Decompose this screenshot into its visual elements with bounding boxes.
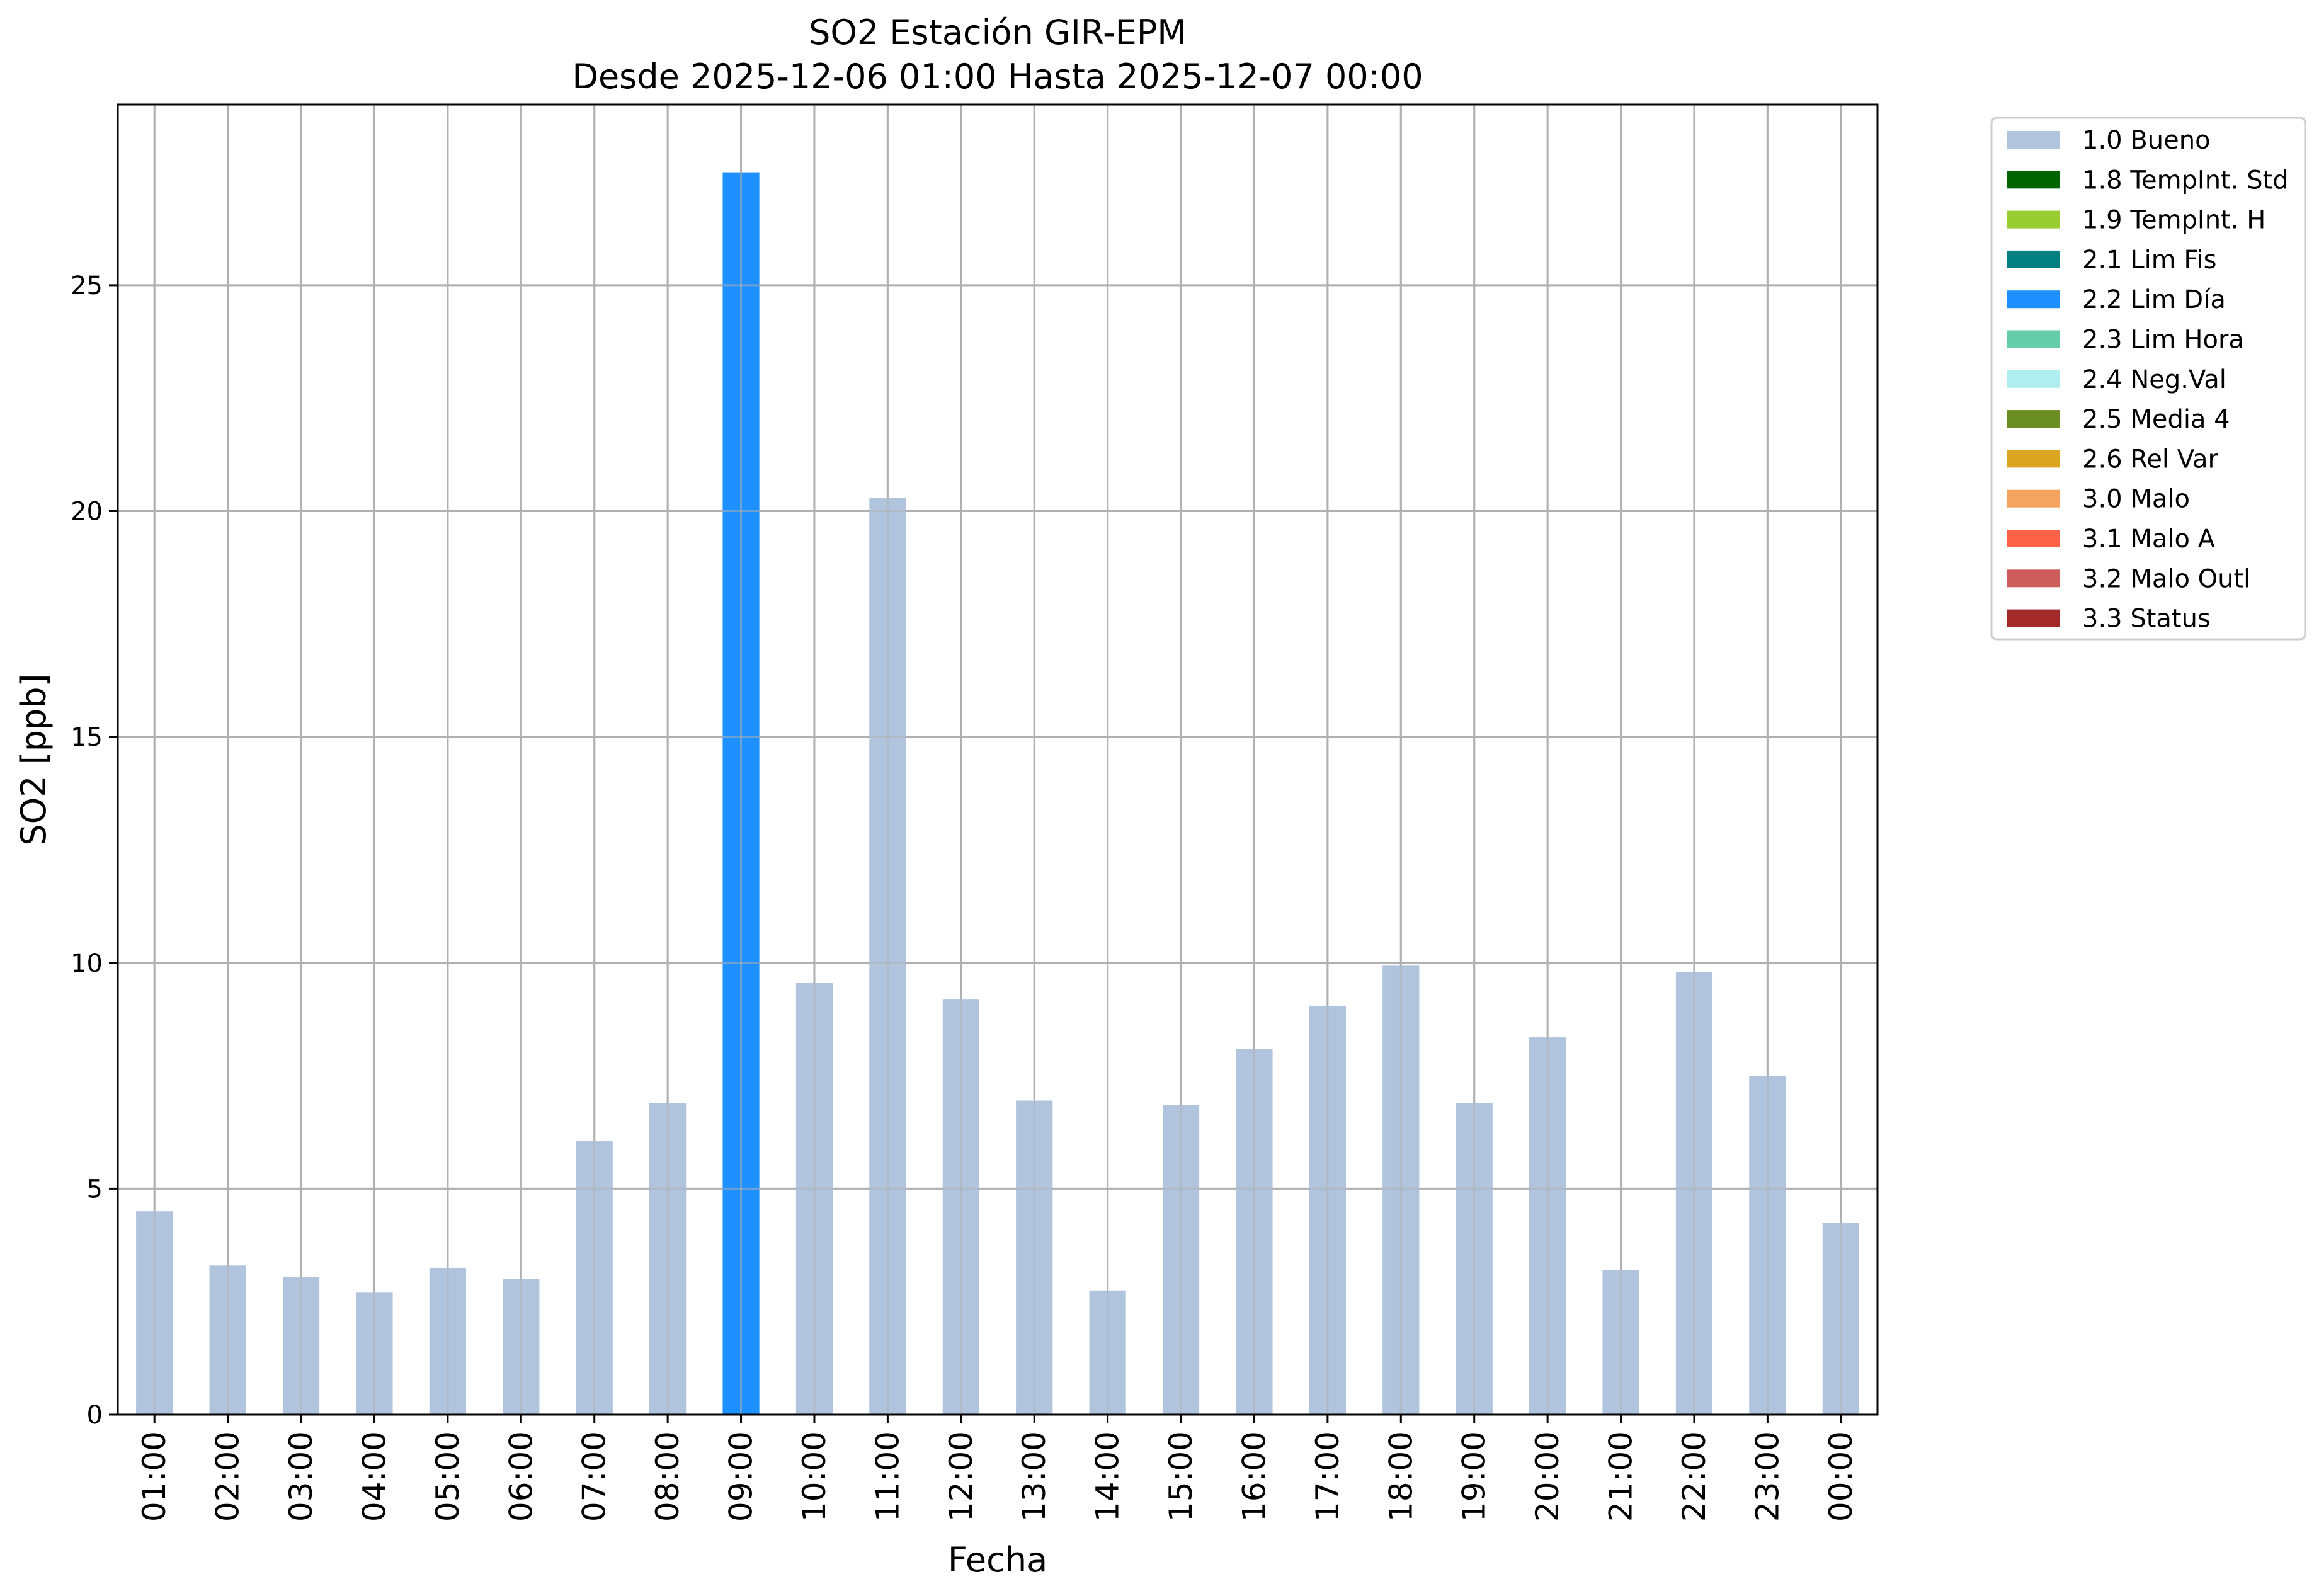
y-tick-label: 15 [71, 723, 103, 752]
x-tick-label: 16:00 [1236, 1431, 1272, 1522]
legend-label: 3.0 Malo [2082, 485, 2190, 514]
x-tick-label: 10:00 [796, 1431, 833, 1522]
chart-subtitle: Desde 2025-12-06 01:00 Hasta 2025-12-07 … [572, 57, 1423, 96]
legend-swatch [2007, 330, 2060, 348]
x-tick-label: 09:00 [723, 1431, 760, 1522]
legend-swatch [2007, 450, 2060, 468]
legend-label: 2.2 Lim Día [2082, 285, 2226, 314]
chart-title: SO2 Estación GIR-EPM [809, 13, 1187, 52]
legend-label: 1.0 Bueno [2082, 126, 2211, 155]
legend-swatch [2007, 609, 2060, 627]
x-tick-label: 00:00 [1823, 1431, 1859, 1522]
x-tick-label: 15:00 [1163, 1431, 1199, 1522]
x-axis: 01:00 02:00 03:00 04:00 05:00 06:00 07:00 08:00… [136, 1415, 1859, 1522]
y-axis: 0 5 10 15 20 25 [71, 271, 118, 1430]
x-tick-label: 22:00 [1676, 1431, 1712, 1522]
x-tick-label: 20:00 [1529, 1431, 1566, 1522]
x-tick-label: 12:00 [943, 1431, 979, 1522]
x-tick-label: 21:00 [1603, 1431, 1639, 1522]
legend-swatch [2007, 171, 2060, 189]
legend-swatch [2007, 250, 2060, 268]
x-tick-label: 13:00 [1016, 1431, 1052, 1522]
legend-label: 1.8 TempInt. Std [2082, 166, 2289, 195]
legend-label: 3.3 Status [2082, 605, 2211, 634]
y-tick-label: 10 [71, 949, 103, 978]
legend-label: 1.9 TempInt. H [2082, 206, 2265, 235]
legend-label: 2.3 Lim Hora [2082, 326, 2244, 355]
x-tick-label: 02:00 [210, 1431, 246, 1522]
x-tick-label: 04:00 [356, 1431, 392, 1522]
x-tick-label: 19:00 [1456, 1431, 1493, 1522]
y-tick-label: 0 [87, 1401, 103, 1430]
x-tick-label: 05:00 [430, 1431, 466, 1522]
legend-swatch [2007, 530, 2060, 547]
legend-label: 2.5 Media 4 [2082, 405, 2230, 434]
legend-swatch [2007, 489, 2060, 508]
x-tick-label: 11:00 [869, 1431, 906, 1522]
x-tick-label: 01:00 [136, 1431, 173, 1522]
legend-swatch [2007, 569, 2060, 588]
x-tick-label: 03:00 [283, 1431, 319, 1522]
bars [118, 105, 1877, 1416]
y-tick-label: 20 [71, 498, 103, 527]
legend-label: 3.1 Malo A [2082, 525, 2216, 554]
legend-label: 2.1 Lim Fis [2082, 246, 2216, 275]
legend-swatch [2007, 290, 2060, 309]
plot-frame [117, 103, 1879, 1416]
y-tick-label: 25 [71, 271, 103, 300]
y-axis-label: SO2 [ppb] [14, 673, 54, 845]
x-tick-label: 14:00 [1090, 1431, 1126, 1522]
legend-swatch [2007, 410, 2060, 428]
x-tick-label: 07:00 [576, 1431, 613, 1522]
x-tick-label: 06:00 [503, 1431, 539, 1522]
legend-label: 3.2 Malo Outl [2082, 564, 2250, 593]
legend-swatch [2007, 210, 2060, 229]
legend-label: 2.4 Neg.Val [2082, 365, 2226, 394]
x-tick-label: 18:00 [1382, 1431, 1419, 1522]
legend-swatch [2007, 370, 2060, 388]
x-tick-label: 17:00 [1309, 1431, 1346, 1522]
x-tick-label: 08:00 [649, 1431, 686, 1522]
x-tick-label: 23:00 [1749, 1431, 1786, 1522]
x-axis-label: Fecha [948, 1540, 1047, 1580]
legend-swatch [2007, 131, 2060, 149]
legend: 1.0 Bueno 1.8 TempInt. Std 1.9 TempInt. H 2… [1990, 117, 2306, 641]
y-tick-label: 5 [87, 1175, 103, 1204]
legend-label: 2.6 Rel Var [2082, 445, 2219, 474]
legend-frame [1990, 117, 2306, 641]
